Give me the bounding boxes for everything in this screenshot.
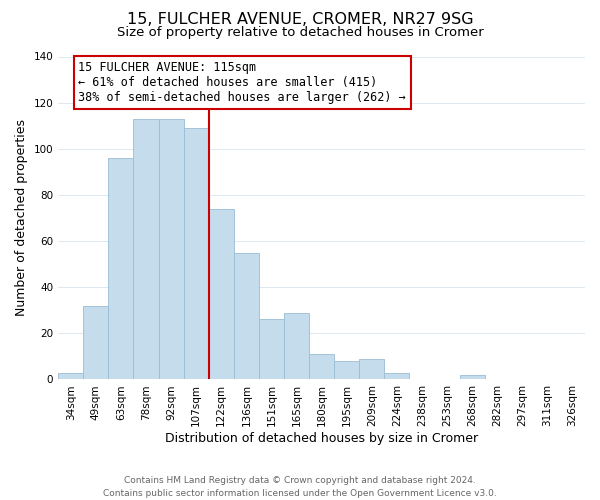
- Text: 15, FULCHER AVENUE, CROMER, NR27 9SG: 15, FULCHER AVENUE, CROMER, NR27 9SG: [127, 12, 473, 28]
- Text: Contains HM Land Registry data © Crown copyright and database right 2024.
Contai: Contains HM Land Registry data © Crown c…: [103, 476, 497, 498]
- Bar: [158, 119, 184, 380]
- Bar: [58, 372, 83, 380]
- Bar: [83, 306, 109, 380]
- Bar: [359, 358, 385, 380]
- X-axis label: Distribution of detached houses by size in Cromer: Distribution of detached houses by size …: [165, 432, 478, 445]
- Bar: [284, 312, 309, 380]
- Bar: [109, 158, 133, 380]
- Bar: [309, 354, 334, 380]
- Y-axis label: Number of detached properties: Number of detached properties: [15, 120, 28, 316]
- Bar: [334, 361, 359, 380]
- Bar: [259, 320, 284, 380]
- Bar: [209, 209, 234, 380]
- Text: 15 FULCHER AVENUE: 115sqm
← 61% of detached houses are smaller (415)
38% of semi: 15 FULCHER AVENUE: 115sqm ← 61% of detac…: [78, 61, 406, 104]
- Bar: [184, 128, 209, 380]
- Text: Size of property relative to detached houses in Cromer: Size of property relative to detached ho…: [116, 26, 484, 39]
- Bar: [385, 372, 409, 380]
- Bar: [460, 375, 485, 380]
- Bar: [234, 252, 259, 380]
- Bar: [133, 119, 158, 380]
